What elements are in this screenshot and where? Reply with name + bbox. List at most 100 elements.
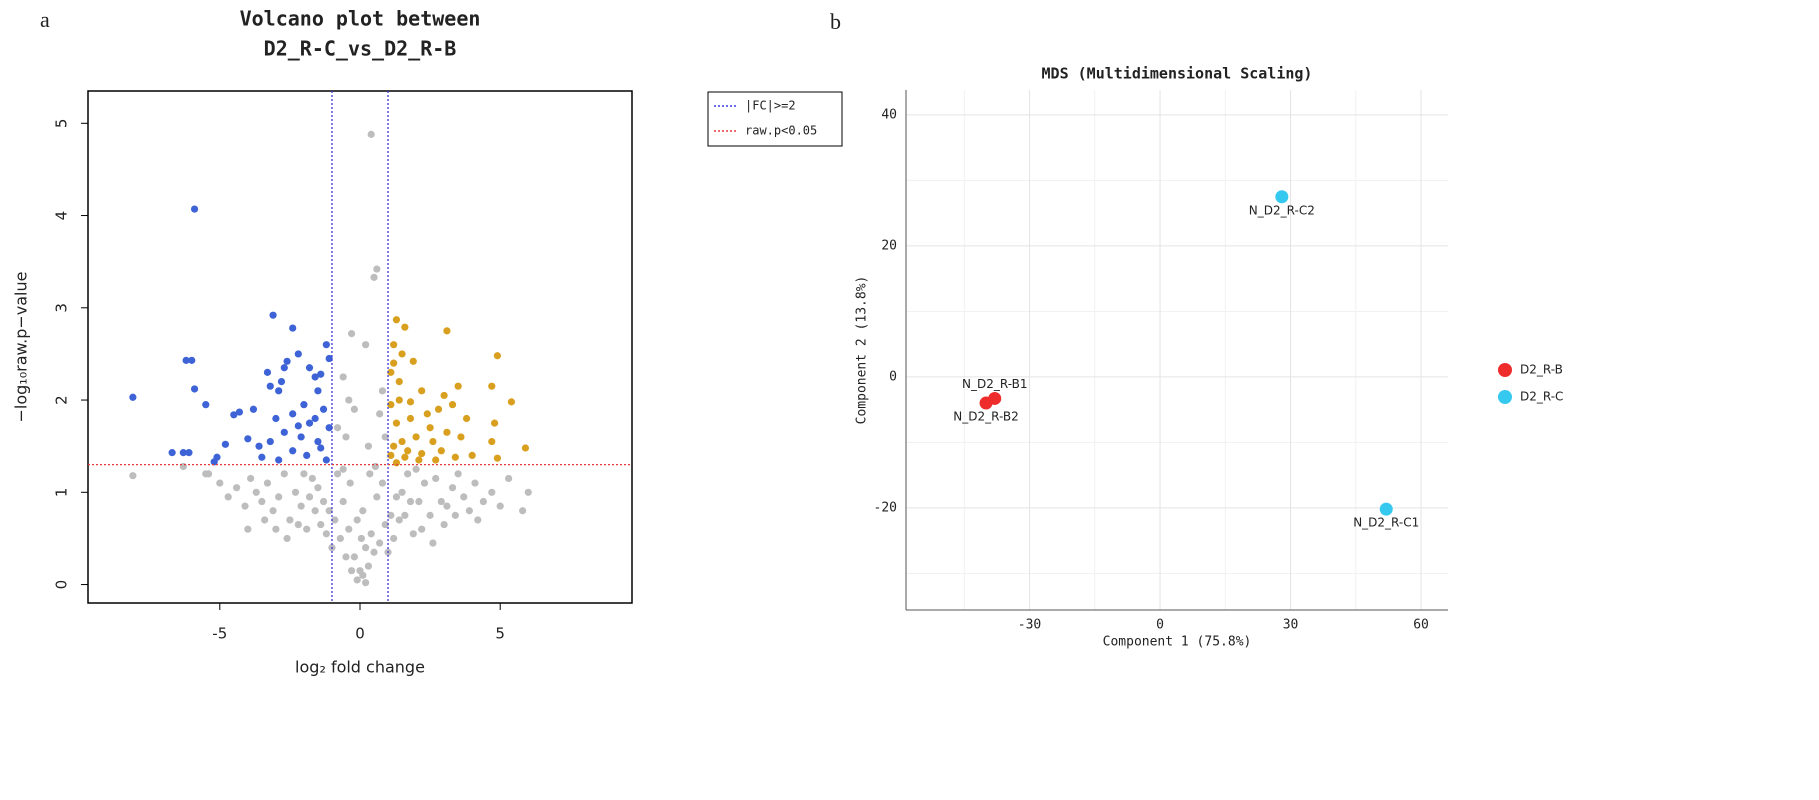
point — [311, 373, 319, 381]
point — [390, 341, 398, 349]
point — [367, 530, 375, 538]
x-tick-label: 5 — [495, 625, 505, 643]
point — [373, 265, 381, 273]
point — [294, 422, 302, 430]
point — [443, 428, 451, 436]
point — [415, 497, 423, 506]
legend-swatch — [1498, 363, 1512, 377]
point — [179, 449, 187, 457]
point — [426, 511, 434, 519]
point — [190, 205, 199, 213]
point — [286, 516, 294, 524]
point — [364, 442, 373, 450]
point — [263, 479, 272, 487]
legend-label: D2_R-B — [1520, 363, 1563, 377]
point — [244, 435, 252, 443]
point — [255, 442, 263, 450]
point — [311, 414, 319, 423]
point — [519, 507, 527, 515]
point — [432, 474, 440, 483]
y-tick-label: 3 — [53, 303, 71, 313]
point — [322, 456, 330, 464]
point — [434, 405, 443, 413]
point — [129, 472, 137, 480]
point — [339, 373, 347, 381]
point — [266, 437, 274, 446]
point — [409, 530, 417, 538]
point — [314, 437, 322, 446]
point — [362, 544, 370, 552]
point — [350, 553, 358, 561]
point — [272, 414, 280, 423]
point — [493, 352, 502, 360]
point — [305, 493, 314, 501]
point — [305, 419, 314, 427]
point — [247, 474, 255, 483]
point — [252, 488, 260, 496]
point — [454, 382, 462, 390]
point — [249, 405, 258, 413]
point — [398, 437, 406, 446]
point — [387, 451, 395, 459]
y-tick-label: 20 — [881, 238, 897, 253]
point — [443, 502, 451, 510]
point — [342, 553, 350, 561]
point — [283, 357, 291, 365]
point — [371, 462, 380, 471]
point — [376, 539, 384, 547]
point — [280, 470, 288, 478]
point — [275, 387, 283, 395]
point — [275, 493, 283, 501]
x-tick-label: 30 — [1283, 618, 1299, 633]
point — [168, 449, 176, 457]
point — [317, 520, 325, 529]
point — [258, 453, 266, 461]
point — [280, 364, 288, 372]
point — [303, 525, 311, 533]
y-tick-label: 0 — [53, 580, 71, 590]
panel-label: a — [40, 7, 50, 32]
point — [443, 327, 451, 335]
point — [319, 497, 328, 506]
point — [392, 493, 401, 501]
point — [493, 454, 502, 462]
x-tick-label: 60 — [1413, 618, 1429, 633]
point — [488, 488, 496, 496]
point — [524, 488, 532, 496]
chart-panel: b MDS (Multidimensional Scaling) Component… — [830, 9, 1563, 649]
point — [303, 451, 311, 459]
point — [392, 316, 401, 324]
plot-frame — [87, 90, 633, 604]
point — [392, 459, 401, 467]
point — [269, 507, 277, 515]
point — [409, 357, 417, 365]
point — [300, 470, 308, 478]
point — [347, 567, 356, 575]
point — [230, 411, 238, 419]
point — [395, 396, 403, 404]
point — [275, 456, 283, 464]
point — [314, 387, 322, 395]
point — [258, 497, 266, 506]
point — [263, 368, 272, 376]
chart-title: Volcano plot between — [240, 7, 481, 31]
point — [496, 502, 504, 510]
panel-label: b — [830, 9, 841, 34]
point — [366, 470, 374, 478]
point — [462, 414, 471, 423]
point — [451, 453, 459, 461]
point — [353, 516, 361, 524]
point — [357, 534, 366, 543]
point — [244, 525, 252, 533]
point — [294, 520, 302, 529]
point — [376, 410, 384, 418]
point — [479, 497, 487, 506]
point — [373, 493, 381, 501]
point — [314, 484, 322, 492]
point — [233, 484, 241, 492]
point — [297, 502, 305, 510]
point — [345, 525, 353, 533]
point — [294, 350, 302, 358]
point — [490, 419, 499, 427]
